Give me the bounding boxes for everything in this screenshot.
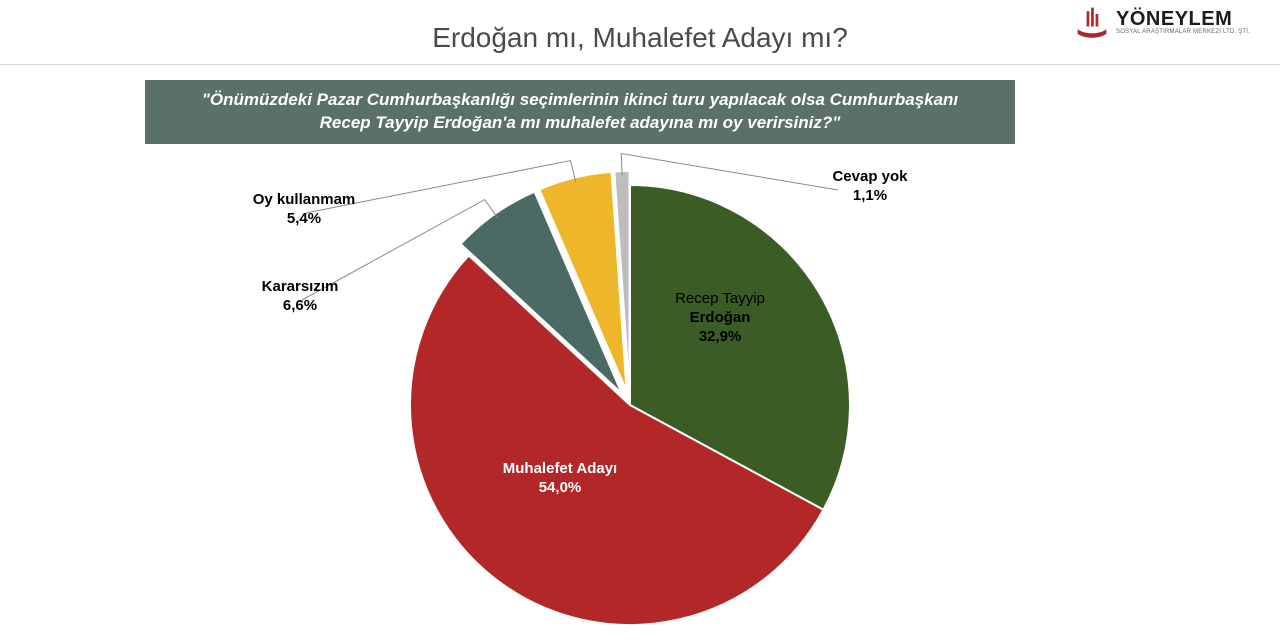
pie-slice-label: Oy kullanmam5,4% <box>214 191 394 229</box>
page-title: Erdoğan mı, Muhalefet Adayı mı? <box>0 22 1280 54</box>
pie-chart: Recep TayyipErdoğan32,9% Muhalefet Adayı5… <box>0 150 1280 640</box>
pie-slice-label: Cevap yok1,1% <box>780 168 960 206</box>
title-divider <box>0 64 1280 65</box>
pie-slice-label: Recep TayyipErdoğan32,9% <box>630 290 810 346</box>
pie-slice-label: Muhalefet Adayı54,0% <box>470 460 650 498</box>
survey-question-bar: "Önümüzdeki Pazar Cumhurbaşkanlığı seçim… <box>145 80 1015 144</box>
pie-slice-label: Kararsızım6,6% <box>210 278 390 316</box>
